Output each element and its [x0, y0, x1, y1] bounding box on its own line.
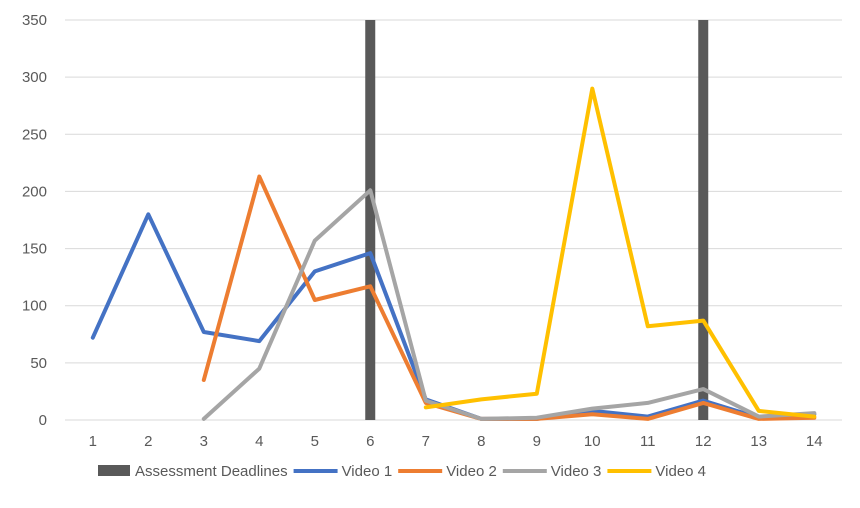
- x-tick-label: 10: [584, 433, 601, 450]
- y-tick-labels: 0 50 100 150 200 250 300 350: [22, 12, 47, 429]
- x-tick-label: 4: [255, 433, 263, 450]
- x-tick-label: 7: [422, 433, 430, 450]
- series-line-video-3: [201, 188, 817, 421]
- legend-label-deadlines: Assessment Deadlines: [135, 463, 288, 480]
- legend: Assessment Deadlines Video 1 Video 2 Video …: [98, 463, 706, 480]
- y-tick-label: 0: [39, 412, 47, 429]
- deadline-bar-12: [698, 20, 709, 420]
- series-line-video-4: [423, 86, 817, 419]
- legend-swatch-deadlines: [98, 465, 130, 476]
- x-tick-labels: 1 2 3 4 5 6 7 8 9 10 11 12 13 14: [89, 433, 823, 450]
- y-tick-label: 50: [30, 355, 47, 372]
- legend-label-video-1: Video 1: [342, 463, 393, 480]
- x-tick-label: 1: [89, 433, 97, 450]
- x-tick-label: 9: [533, 433, 541, 450]
- y-tick-label: 300: [22, 69, 47, 86]
- y-tick-label: 350: [22, 12, 47, 29]
- x-tick-label: 13: [750, 433, 767, 450]
- x-tick-label: 8: [477, 433, 485, 450]
- deadline-bars: [365, 20, 709, 420]
- legend-label-video-2: Video 2: [446, 463, 497, 480]
- gridlines: [65, 19, 842, 364]
- y-tick-label: 250: [22, 126, 47, 143]
- y-tick-label: 100: [22, 298, 47, 315]
- x-tick-label: 11: [640, 433, 656, 450]
- x-tick-label: 6: [366, 433, 374, 450]
- x-tick-label: 3: [200, 433, 208, 450]
- x-tick-label: 5: [311, 433, 319, 450]
- legend-label-video-4: Video 4: [655, 463, 706, 480]
- series-lines: [90, 86, 817, 421]
- x-tick-label: 12: [695, 433, 712, 450]
- x-tick-label: 14: [806, 433, 823, 450]
- y-tick-label: 150: [22, 241, 47, 258]
- legend-label-video-3: Video 3: [551, 463, 602, 480]
- x-tick-label: 2: [144, 433, 152, 450]
- deadline-bar-6: [365, 20, 376, 420]
- y-tick-label: 200: [22, 183, 47, 200]
